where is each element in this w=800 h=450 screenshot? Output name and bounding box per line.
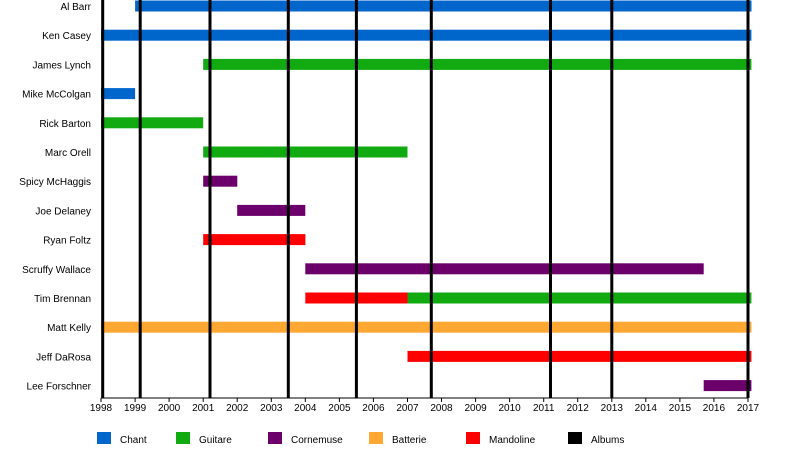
x-tick-label: 2013 [601,403,624,414]
legend-label-mandoline: Mandoline [489,435,536,446]
bar-tim-brennan-guitare [407,292,752,304]
legend-label-cornemuse: Cornemuse [291,435,343,446]
member-label: Jeff DaRosa [36,352,91,363]
x-tick-label: 2001 [192,403,215,414]
member-label: Rick Barton [39,119,91,130]
x-tick-label: 2006 [362,403,385,414]
legend-swatch-mandoline [466,432,480,444]
member-label: Matt Kelly [47,323,91,334]
member-label: Lee Forschner [27,382,92,393]
x-tick-label: 2003 [260,403,283,414]
bar-ryan-foltz-mandoline [203,234,306,246]
member-label: Al Barr [60,2,91,13]
x-tick-label: 2012 [567,403,590,414]
bar-matt-kelly-batterie [101,321,752,333]
member-label: Tim Brennan [34,294,91,305]
bar-scruffy-wallace-cornemuse [305,263,704,275]
member-label: Ken Casey [42,31,91,42]
album-lines [101,0,750,398]
bar-mike-mccolgan-chant [101,88,136,100]
x-tick-label: 2005 [328,403,351,414]
x-tick-label: 2014 [635,403,658,414]
bar-rick-barton-guitare [101,117,204,129]
legend-label-batterie: Batterie [392,435,427,446]
legend-swatch-albums [568,432,582,444]
legend: Chant Guitare Cornemuse Batterie Mandoline Al… [97,432,624,446]
x-tick-label: 2002 [226,403,249,414]
legend-label-albums: Albums [591,435,624,446]
legend-label-guitare: Guitare [199,435,232,446]
bar-spicy-mchaggis-cornemuse [203,175,238,187]
member-labels: Al Barr Ken Casey James Lynch Mike McColgan… [19,2,91,393]
x-tick-label: 1999 [124,403,147,414]
member-label: James Lynch [32,60,91,71]
member-label: Spicy McHaggis [19,177,91,188]
x-tick-label: 1998 [90,403,113,414]
bar-marc-orell-guitare [203,146,408,158]
x-tick-label: 2015 [669,403,692,414]
member-label: Joe Delaney [35,206,91,217]
member-label: Scruffy Wallace [22,265,91,276]
bar-james-lynch-guitare [203,58,752,70]
x-tick-label: 2017 [737,403,760,414]
x-tick-label: 2010 [498,403,521,414]
member-bars [101,0,752,392]
legend-swatch-guitare [176,432,190,444]
member-label: Marc Orell [45,148,91,159]
x-tick-label: 2007 [396,403,419,414]
x-tick-label: 2008 [430,403,453,414]
bar-jeff-darosa-mandoline [407,350,752,362]
member-label: Mike McColgan [22,90,91,101]
x-axis: 1998 1999 2000 2001 2002 2003 2004 2005 2006 2007… [90,397,760,414]
legend-swatch-batterie [369,432,383,444]
legend-swatch-cornemuse [268,432,282,444]
bar-ken-casey-chant [101,29,752,41]
bar-al-barr-chant [135,0,752,12]
x-tick-label: 2016 [703,403,726,414]
bar-lee-forschner-cornemuse [703,380,752,392]
bar-joe-delaney-cornemuse [237,204,306,216]
x-tick-label: 2000 [158,403,181,414]
member-label: Ryan Foltz [43,236,91,247]
legend-label-chant: Chant [120,435,147,446]
x-tick-label: 2011 [533,403,555,414]
x-tick-label: 2009 [464,403,487,414]
x-tick-label: 2004 [294,403,317,414]
legend-swatch-chant [97,432,111,444]
